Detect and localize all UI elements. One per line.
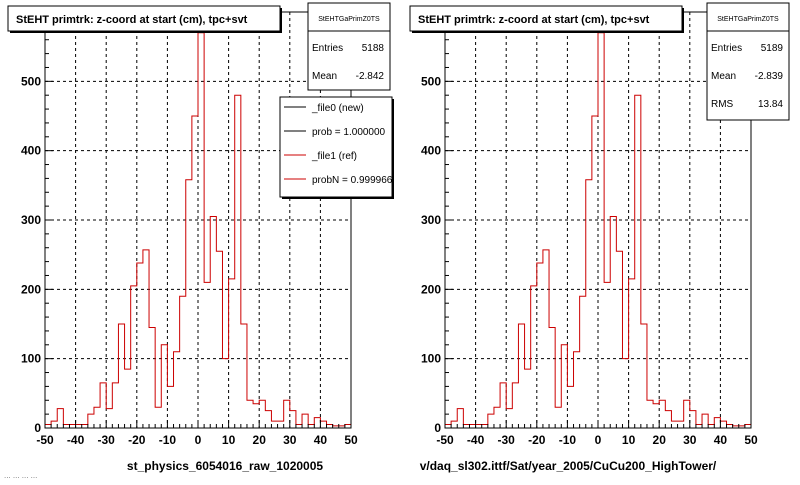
x-tick-label: 20 [253, 433, 267, 447]
stats-name: StEHTGaPrimZ0TS [717, 16, 779, 23]
x-tick-label: -40 [67, 433, 85, 447]
x-tick-label: -30 [98, 433, 116, 447]
x-tick-label: 50 [744, 433, 758, 447]
stats-box [307, 2, 391, 91]
y-tick-label: 200 [421, 282, 441, 296]
x-tick-label: 0 [595, 433, 602, 447]
x-tick-label: 40 [314, 433, 328, 447]
stats-value: 13.84 [758, 99, 783, 110]
x-tick-label: -20 [528, 433, 546, 447]
x-tick-label: -30 [498, 433, 516, 447]
y-tick-label: 200 [21, 282, 41, 296]
x-tick-label: -50 [436, 433, 454, 447]
y-tick-label: 0 [434, 421, 441, 435]
right-histogram-panel: -50 -40 -30 -20 -10 0 10 20 30 40 5001002003004005… [409, 2, 790, 447]
chart-title: StEHT primtrk: z-coord at start (cm), tp… [16, 14, 248, 26]
y-tick-label: 500 [21, 74, 41, 88]
x-tick-label: -50 [36, 433, 54, 447]
x-tick-label: 30 [683, 433, 697, 447]
y-tick-label: 400 [421, 144, 441, 158]
x-tick-label: 10 [622, 433, 636, 447]
x-tick-label: -10 [559, 433, 577, 447]
stats-value: 5188 [362, 43, 385, 54]
stats-label: Mean [711, 71, 736, 82]
legend-label: probN = 0.999966 [312, 175, 393, 186]
left-file-caption: st_physics_6054016_raw_1020005 [127, 459, 323, 473]
y-tick-label: 400 [21, 144, 41, 158]
left-histogram-panel: -50 -40 -30 -20 -10 0 10 20 30 40 5001002003004005… [7, 2, 394, 447]
stats-name: StEHTGaPrimZ0TS [318, 16, 380, 23]
x-tick-label: 30 [283, 433, 297, 447]
x-tick-label: -40 [467, 433, 485, 447]
y-tick-label: 0 [34, 421, 41, 435]
chart-title: StEHT primtrk: z-coord at start (cm), tp… [418, 14, 650, 26]
x-tick-label: -10 [159, 433, 177, 447]
x-tick-label: 0 [195, 433, 202, 447]
legend-label: _file0 (new) [311, 103, 364, 114]
x-tick-label: 50 [344, 433, 358, 447]
legend-label: prob = 1.000000 [312, 127, 386, 138]
stats-label: Entries [312, 43, 343, 54]
stats-value: 5189 [761, 43, 784, 54]
y-tick-label: 300 [21, 213, 41, 227]
x-tick-label: 20 [653, 433, 667, 447]
legend-box [279, 96, 393, 198]
stats-value: -2.842 [356, 71, 385, 82]
x-tick-label: -20 [128, 433, 146, 447]
legend-label: _file1 (ref) [311, 151, 357, 162]
y-tick-label: 100 [421, 352, 441, 366]
right-file-caption: v/daq_sl302.ittf/Sat/year_2005/CuCu200_H… [420, 459, 717, 473]
stats-box [706, 2, 790, 121]
y-tick-label: 300 [421, 213, 441, 227]
y-tick-label: 100 [21, 352, 41, 366]
title-box [7, 5, 281, 32]
stats-label: RMS [711, 99, 734, 110]
x-tick-label: 40 [714, 433, 728, 447]
y-tick-label: 500 [421, 74, 441, 88]
stats-label: Entries [711, 43, 742, 54]
title-box [409, 5, 683, 32]
corner-fragment: ... ... ... ... [4, 471, 37, 480]
x-tick-label: 10 [222, 433, 236, 447]
stats-value: -2.839 [755, 71, 784, 82]
stats-label: Mean [312, 71, 337, 82]
